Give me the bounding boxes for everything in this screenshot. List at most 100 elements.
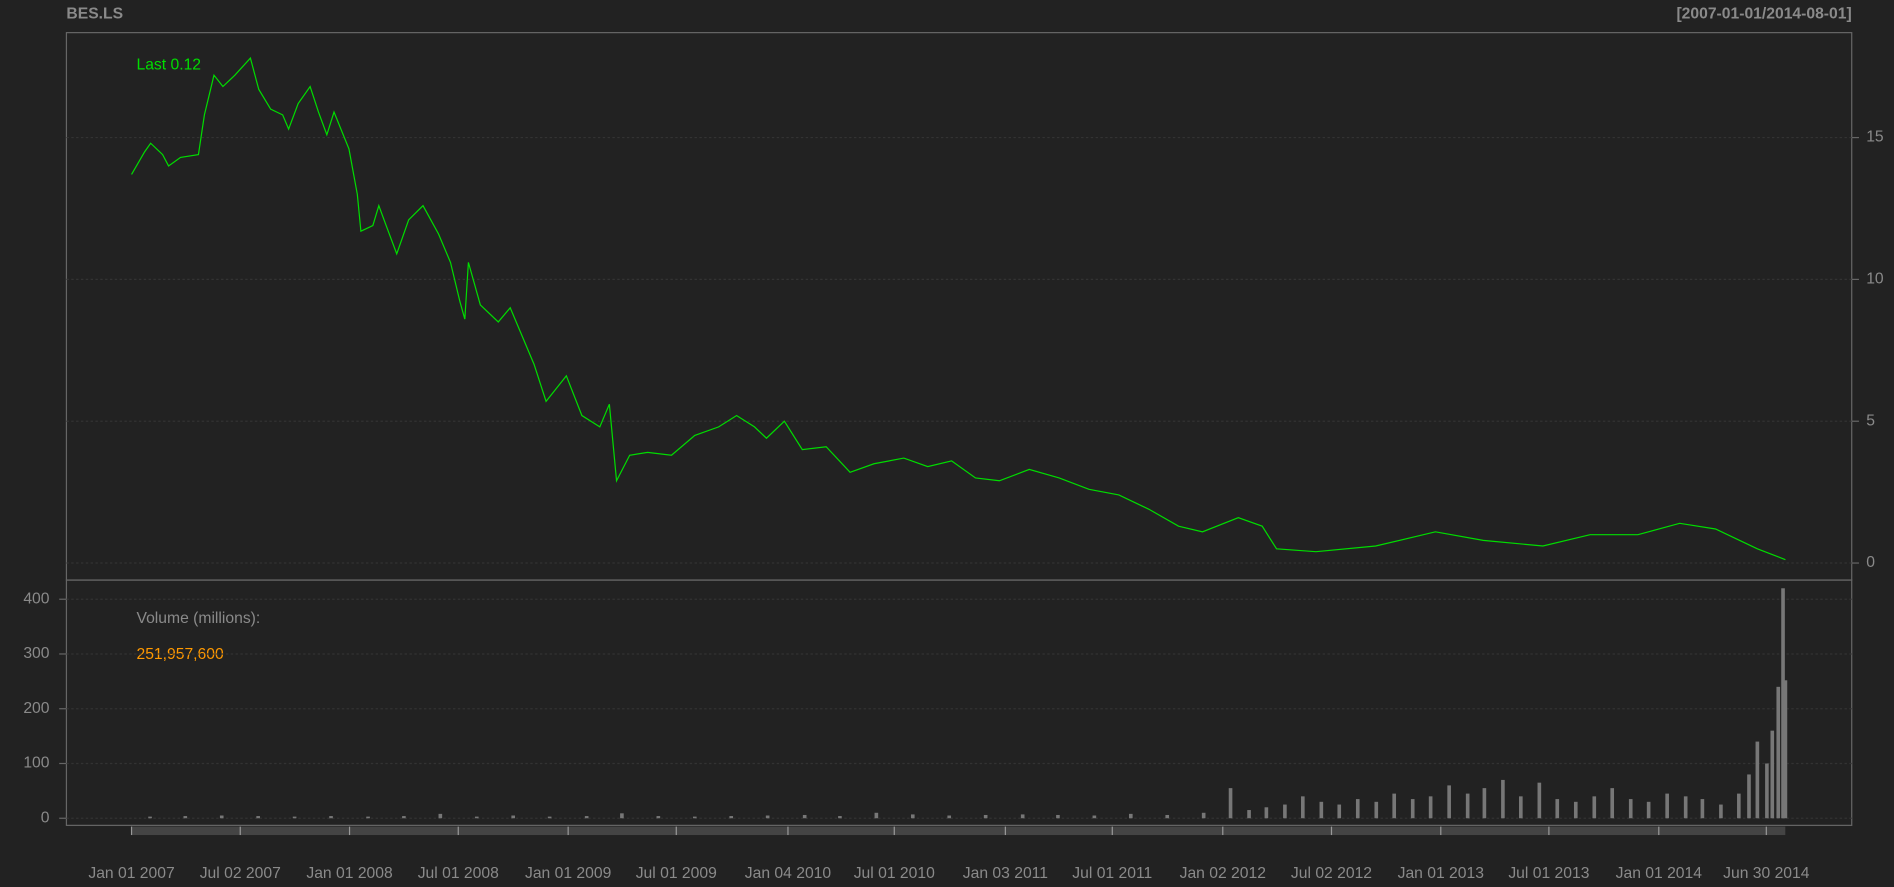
y-tick-label: 15	[1866, 129, 1884, 146]
x-tick-label: Jun 30 2014	[1723, 865, 1810, 882]
volume-bar	[1783, 680, 1788, 819]
volume-bar	[1264, 807, 1269, 819]
volume-bar	[1056, 814, 1060, 819]
y-tick-label: 100	[23, 755, 49, 772]
y-tick-label: 200	[23, 700, 49, 717]
volume-bar	[511, 815, 516, 819]
price-line	[131, 56, 1786, 561]
x-tick-label: Jan 04 2010	[745, 865, 832, 882]
x-tick-label: Jan 03 2011	[963, 865, 1048, 882]
volume-bar	[620, 813, 624, 819]
volume-bar	[874, 812, 879, 819]
x-tick-label: Jul 01 2013	[1508, 865, 1589, 882]
volume-bar	[1128, 813, 1133, 819]
x-tick-label: Jan 01 2009	[525, 865, 611, 882]
volume-bar	[802, 814, 807, 819]
volume-bar	[1247, 810, 1251, 819]
volume-bar	[474, 816, 479, 819]
volume-bar	[1646, 801, 1651, 819]
volume-bar	[1776, 686, 1781, 819]
x-tick-label: Jan 01 2008	[306, 865, 393, 882]
volume-bar	[1573, 801, 1578, 819]
volume-bar	[947, 815, 952, 819]
volume-bar	[1392, 793, 1397, 819]
volume-bar	[1537, 782, 1542, 819]
x-tick-label: Jul 01 2009	[636, 865, 717, 882]
volume-bar	[148, 816, 152, 819]
last-price: Last 0.12	[136, 56, 201, 73]
volume-bar	[656, 816, 661, 819]
volume-bar	[1283, 804, 1287, 819]
x-tick-label: Jan 01 2014	[1616, 865, 1703, 882]
chart-title: BES.LS	[66, 6, 123, 23]
volume-bar	[1020, 814, 1025, 819]
volume-bar	[292, 816, 297, 819]
y-tick-label: 0	[1866, 554, 1875, 571]
volume-bar	[1374, 801, 1379, 819]
volume-bar	[692, 816, 697, 819]
x-tick-label: Jul 01 2011	[1072, 865, 1152, 882]
volume-bar	[910, 814, 915, 819]
y-tick-label: 0	[41, 809, 50, 826]
volume-bar	[1519, 796, 1523, 819]
date-range: [2007-01-01/2014-08-01]	[1676, 6, 1851, 23]
volume-bar	[183, 816, 188, 819]
volume-bar	[584, 816, 589, 819]
volume-bar	[1428, 796, 1433, 819]
volume-bar	[765, 815, 770, 819]
volume-bar	[219, 815, 224, 819]
volume-bar	[329, 816, 333, 819]
volume-bar	[1555, 799, 1560, 819]
volume-bar	[1665, 793, 1669, 819]
volume-bar	[1301, 796, 1305, 819]
volume-bar	[1465, 793, 1470, 819]
volume-bar	[1765, 763, 1769, 819]
volume-bar	[1737, 793, 1741, 819]
x-tick-label: Jan 01 2013	[1398, 865, 1485, 882]
volume-bar	[1355, 799, 1360, 819]
volume-bar	[1319, 801, 1324, 819]
volume-bar	[1482, 788, 1487, 819]
volume-bar	[1781, 588, 1785, 819]
volume-bar	[1610, 788, 1615, 819]
volume-bar	[1719, 804, 1723, 819]
volume-bar	[1592, 796, 1597, 819]
volume-bar	[1628, 799, 1633, 819]
volume-bar	[1337, 804, 1342, 819]
x-tick-label: Jul 01 2008	[418, 865, 499, 882]
volume-bar	[1747, 774, 1751, 819]
x-tick-label: Jan 02 2012	[1180, 865, 1266, 882]
volume-bar	[1165, 814, 1170, 819]
x-tick-label: Jul 01 2010	[854, 865, 935, 882]
y-tick-label: 10	[1866, 271, 1884, 288]
volume-bar	[1501, 779, 1505, 819]
x-tick-label: Jul 02 2007	[200, 865, 281, 882]
volume-label: Volume (millions):	[136, 610, 260, 627]
volume-bar	[983, 814, 988, 819]
volume-bar	[838, 816, 842, 819]
y-tick-label: 400	[23, 590, 49, 607]
volume-bar	[1228, 788, 1233, 819]
volume-bar	[1770, 730, 1775, 819]
volume-bar	[1201, 812, 1206, 819]
x-axis-band	[131, 826, 1786, 836]
volume-bar	[1092, 815, 1097, 819]
volume-bar	[256, 816, 260, 819]
x-tick-label: Jul 02 2012	[1291, 865, 1372, 882]
volume-bar	[1700, 799, 1705, 819]
volume-bar	[1447, 785, 1451, 819]
volume-bar	[547, 816, 552, 819]
y-tick-label: 5	[1866, 412, 1875, 429]
volume-bar	[1410, 799, 1415, 819]
volume-bar	[438, 813, 443, 819]
y-tick-label: 300	[23, 645, 49, 662]
last-volume: 251,957,600	[136, 646, 223, 663]
volume-bar	[1683, 796, 1688, 819]
volume-panel	[65, 579, 1853, 826]
volume-bar	[402, 816, 406, 819]
volume-bar	[366, 816, 370, 819]
x-tick-label: Jan 01 2007	[88, 865, 174, 882]
